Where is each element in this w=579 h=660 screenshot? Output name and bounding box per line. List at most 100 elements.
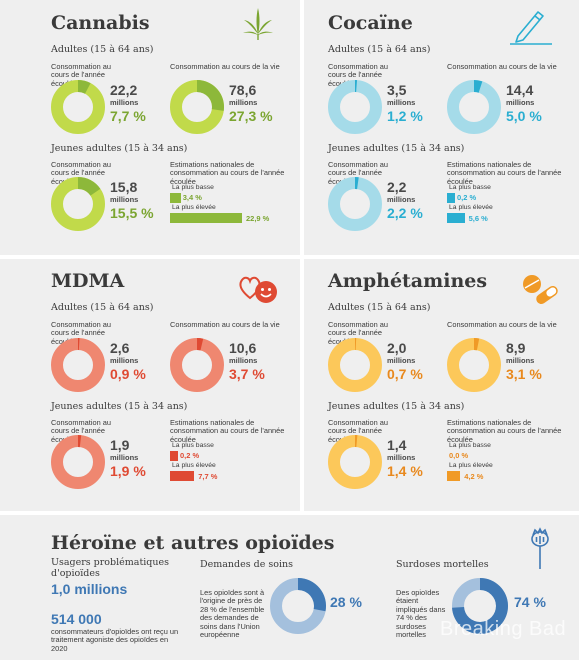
amph-adults-year-slice <box>355 338 357 351</box>
od-pct: 74 % <box>514 594 546 610</box>
cocaine-national-label: Estimations nationales de consommation a… <box>447 160 562 186</box>
cocaine-adults-year-label: Consommation au cours de l'année écoulée <box>328 62 388 88</box>
mdma-young-year-donut <box>51 435 105 489</box>
cannabis-adults-life-slice <box>197 80 224 111</box>
care-donut <box>270 578 326 634</box>
cannabis-adults-year-label: Consommation au cours de l'année écoulée <box>51 62 111 88</box>
mdma-adults-year-value: 2,6 <box>110 340 130 356</box>
mdma-young-heading: Jeunes adultes (15 à 34 ans) <box>51 401 188 412</box>
mdma-young-year-unit: millions <box>110 453 139 462</box>
cocaine-lowest-bar <box>447 193 455 203</box>
cocaine-adults-life-value: 14,4 <box>506 82 534 98</box>
mdma-highest-label: La plus élevée <box>172 462 216 469</box>
mdma-adults-year-donut <box>51 338 105 392</box>
cannabis-lowest-pct: 3,4 % <box>182 193 202 202</box>
cannabis-lowest-label: La plus basse <box>172 184 214 191</box>
cannabis-lowest-bar <box>170 193 181 203</box>
cocaine-young-year-unit: millions <box>387 195 416 204</box>
mdma-lowest-label: La plus basse <box>172 442 214 449</box>
cannabis-highest-pct: 22,9 % <box>246 214 270 223</box>
mdma-adults-year-label: Consommation au cours de l'année écoulée <box>51 320 111 346</box>
mdma-panel <box>0 259 300 511</box>
cocaine-adults-heading: Adultes (15 à 64 ans) <box>328 44 431 55</box>
amph-young-heading: Jeunes adultes (15 à 34 ans) <box>328 401 465 412</box>
cannabis-adults-year-ring <box>51 80 105 134</box>
hearts-smiley-icon <box>239 276 277 303</box>
mdma-title: MDMA <box>51 270 125 292</box>
cannabis-adults-heading: Adultes (15 à 64 ans) <box>51 44 154 55</box>
cocaine-highest-label: La plus élevée <box>449 204 493 211</box>
mdma-young-year-ring <box>51 435 105 489</box>
cannabis-adults-life-unit: millions <box>229 98 258 107</box>
amph-lowest-label: La plus basse <box>449 442 491 449</box>
cocaine-adults-year-donut <box>328 80 382 134</box>
mdma-adults-heading: Adultes (15 à 64 ans) <box>51 302 154 313</box>
opioid-treat-label: consommateurs d'opioïdes ont reçu un tra… <box>51 627 179 653</box>
cocaine-lowest-pct: 0,2 % <box>457 193 477 202</box>
amph-young-year-unit: millions <box>387 453 416 462</box>
cannabis-highest-label: La plus élevée <box>172 204 216 211</box>
cocaine-adults-life-donut <box>447 80 501 134</box>
cannabis-young-year-pct: 15,5 % <box>110 205 154 221</box>
opioids-title: Héroïne et autres opioïdes <box>51 532 335 554</box>
mdma-adults-year-slice <box>78 338 80 351</box>
amph-adults-year-pct: 0,7 % <box>387 366 423 382</box>
amph-adults-life-unit: millions <box>506 356 535 365</box>
mdma-lowest-pct: 0,2 % <box>180 451 200 460</box>
cocaine-adults-life-pct: 5,0 % <box>506 108 542 124</box>
cannabis-adults-life-label: Consommation au cours de la vie <box>170 62 280 71</box>
amph-young-year-ring <box>328 435 382 489</box>
mdma-adults-life-unit: millions <box>229 356 258 365</box>
cannabis-young-year-donut <box>51 177 105 231</box>
cannabis-panel <box>0 0 300 255</box>
od-text: Des opioïdes étaient impliqués dans 74 %… <box>396 588 446 640</box>
mdma-young-year-slice <box>78 435 82 448</box>
cannabis-young-year-value: 15,8 <box>110 179 138 195</box>
amph-highest-pct: 4,2 % <box>464 472 484 481</box>
cannabis-adults-life-pct: 27,3 % <box>229 108 273 124</box>
cocaine-highest-bar <box>447 213 465 223</box>
mdma-lowest-bar <box>170 451 178 461</box>
cocaine-adults-year-unit: millions <box>387 98 416 107</box>
cocaine-young-year-pct: 2,2 % <box>387 205 423 221</box>
amph-adults-heading: Adultes (15 à 64 ans) <box>328 302 431 313</box>
cocaine-young-heading: Jeunes adultes (15 à 34 ans) <box>328 143 465 154</box>
amph-adults-life-slice <box>474 338 480 351</box>
cocaine-young-year-ring <box>328 177 382 231</box>
cocaine-adults-life-slice <box>474 80 483 93</box>
cannabis-adults-life-donut <box>170 80 224 134</box>
od-heading: Surdoses mortelles <box>396 559 489 570</box>
amph-adults-life-label: Consommation au cours de la vie <box>447 320 557 329</box>
cocaine-title: Cocaïne <box>328 12 413 34</box>
cannabis-highest-bar <box>170 213 242 223</box>
care-heading: Demandes de soins <box>200 559 293 570</box>
amph-adults-life-donut <box>447 338 501 392</box>
pill-capsule-icon <box>523 275 558 305</box>
pen-line-icon <box>510 11 552 45</box>
care-slice <box>298 578 326 612</box>
opioid-users-value: 1,0 millions <box>51 581 128 597</box>
cannabis-adults-year-donut <box>51 80 105 134</box>
cocaine-young-year-slice <box>355 177 359 190</box>
cannabis-leaf-icon <box>243 8 273 40</box>
cocaine-adults-life-ring <box>447 80 501 134</box>
mdma-adults-year-unit: millions <box>110 356 139 365</box>
amph-young-year-slice <box>355 435 358 448</box>
cannabis-adults-year-value: 22,2 <box>110 82 138 98</box>
cocaine-highest-pct: 5,6 % <box>468 214 488 223</box>
mdma-adults-year-ring <box>51 338 105 392</box>
cannabis-young-year-slice <box>78 177 101 196</box>
amph-adults-year-value: 2,0 <box>387 340 407 356</box>
amph-title: Amphétamines <box>328 270 488 292</box>
cannabis-title: Cannabis <box>51 12 150 34</box>
mdma-young-year-pct: 1,9 % <box>110 463 146 479</box>
amph-adults-life-value: 8,9 <box>506 340 526 356</box>
amph-national-label: Estimations nationales de consommation a… <box>447 418 562 444</box>
cannabis-national-label: Estimations nationales de consommation a… <box>170 160 285 186</box>
mdma-adults-year-pct: 0,9 % <box>110 366 146 382</box>
cannabis-adults-year-slice <box>78 80 91 94</box>
opioid-users-label: Usagers problématiques d'opioïdes <box>51 557 169 579</box>
cocaine-adults-life-label: Consommation au cours de la vie <box>447 62 557 71</box>
cannabis-young-year-unit: millions <box>110 195 139 204</box>
cocaine-young-year-value: 2,2 <box>387 179 407 195</box>
